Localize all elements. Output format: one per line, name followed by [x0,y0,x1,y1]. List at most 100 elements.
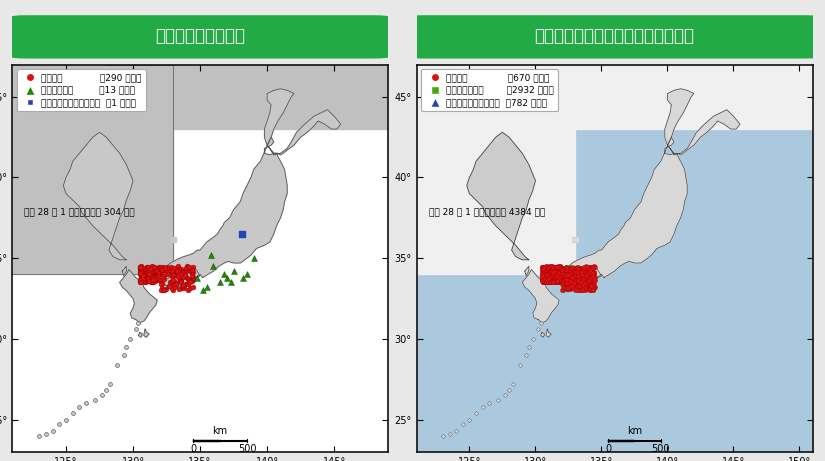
Point [544,264,557,272]
Point [549,267,563,275]
Point [538,264,551,272]
Point [557,285,570,292]
Point [560,272,573,279]
Point [540,268,553,276]
Point [549,276,562,284]
Point [153,266,166,273]
Point [568,271,581,278]
Point [555,268,568,276]
Point [544,275,557,282]
Point [578,284,591,291]
Point [576,279,589,287]
Point [543,271,556,278]
Point [133,276,146,284]
Point [566,264,579,272]
Point [544,267,558,275]
Point [563,266,576,273]
Point [578,270,591,277]
Point [572,272,585,279]
Point [564,279,578,287]
Point [545,266,559,274]
Point [538,278,551,286]
Point [536,270,549,277]
Point [552,263,565,270]
Point [540,278,554,286]
Point [549,264,562,271]
Point [586,285,599,292]
Point [543,278,556,286]
Point [539,267,552,274]
Point [555,272,568,279]
Point [554,272,568,280]
Point [565,282,578,290]
Point [541,264,554,271]
Point [548,267,561,274]
Point [538,271,551,278]
Point [153,263,167,271]
Point [544,272,558,279]
Point [542,278,555,285]
Point [582,264,596,271]
Point [179,273,192,281]
Point [538,266,551,273]
Point [542,272,555,279]
Point [536,276,549,283]
Point [544,273,557,281]
Point [555,282,568,290]
Point [536,269,549,276]
Point [554,274,568,281]
Point [557,266,570,273]
Point [542,266,555,273]
Point [547,273,560,280]
Point [163,279,177,286]
Point [549,272,562,279]
Point [563,284,577,291]
Point [578,266,592,273]
Point [580,263,593,270]
Point [564,281,578,289]
Polygon shape [243,203,251,211]
Point [556,276,569,284]
Point [540,269,554,277]
Point [572,271,585,278]
Point [540,265,553,272]
Point [554,275,568,283]
Point [148,268,161,276]
Point [561,271,574,278]
Point [570,282,583,289]
Point [549,266,562,274]
Point [550,263,563,270]
Point [571,280,584,287]
Point [563,266,576,273]
Point [560,273,573,281]
Point [544,278,557,286]
Point [553,270,566,278]
Point [537,276,550,283]
Point [571,279,584,286]
Point [536,265,549,272]
Point [542,264,555,271]
Point [559,275,573,282]
Point [548,271,561,278]
Point [536,274,549,281]
Point [549,269,563,276]
Point [548,267,561,274]
Point [552,278,565,286]
Point [538,265,551,272]
Point [541,278,554,285]
Point [544,271,557,278]
Point [542,270,555,277]
Point [182,276,196,284]
Point [540,266,553,273]
Point [550,270,563,278]
Point [548,264,561,271]
Point [553,278,566,285]
Point [542,278,555,285]
Point [542,265,555,272]
Point [562,270,575,277]
Point [144,267,158,275]
Point [544,264,557,272]
Point [140,268,153,276]
Point [568,275,582,282]
Point [539,264,552,271]
